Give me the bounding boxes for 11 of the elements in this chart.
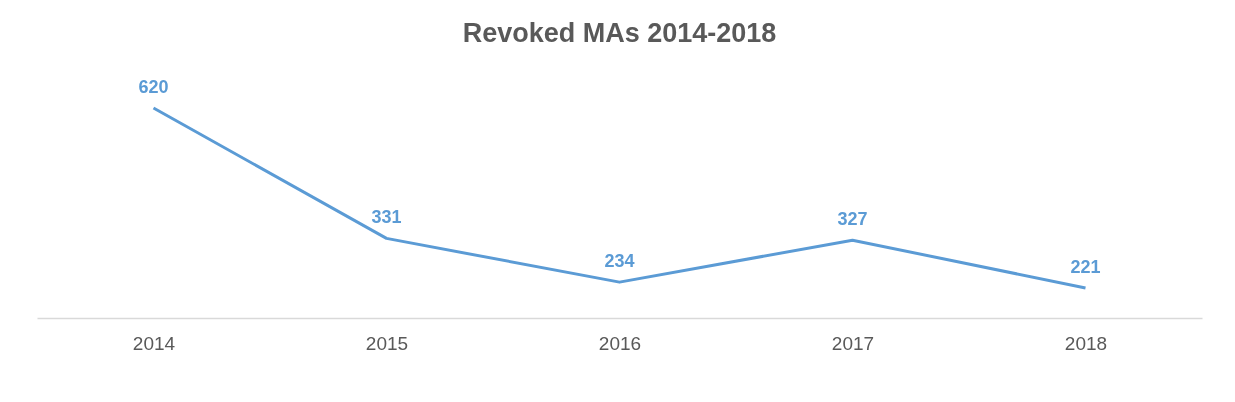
chart-title: Revoked MAs 2014-2018 [462, 18, 777, 48]
x-tick-label: 2017 [831, 332, 875, 354]
x-tick-label: 2018 [1064, 332, 1108, 354]
data-label: 327 [837, 209, 868, 230]
x-tick-label: 2015 [365, 332, 409, 354]
data-label: 234 [604, 251, 635, 272]
data-label: 331 [371, 207, 402, 228]
x-tick-label: 2014 [132, 332, 176, 354]
data-label: 221 [1070, 257, 1101, 277]
x-tick-label: 2016 [598, 332, 642, 354]
data-label: 620 [138, 77, 169, 97]
